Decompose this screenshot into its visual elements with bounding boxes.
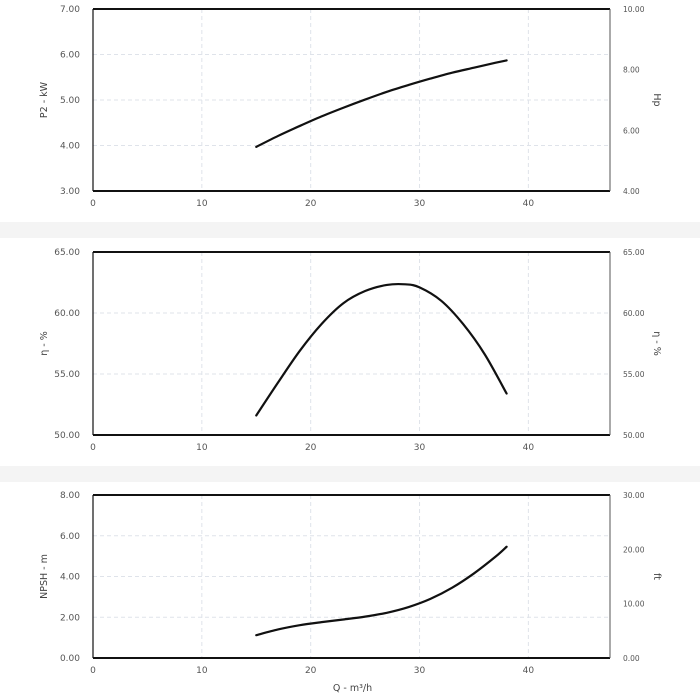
y-tick-label: 2.00 xyxy=(60,613,80,623)
x-tick-label: 10 xyxy=(196,666,208,676)
y-tick-label: 0.00 xyxy=(60,654,80,664)
y-tick-label: 7.00 xyxy=(60,5,80,15)
y2-tick-label: 60.00 xyxy=(623,309,645,318)
y-tick-label: 65.00 xyxy=(54,248,80,258)
y-tick-label: 6.00 xyxy=(60,51,80,61)
chart-panel-2: 0 10 20 30 40 50.00 55.00 60.00 65.00 50.00 55.00 6… xyxy=(39,248,662,453)
y2-tick-label: 20.00 xyxy=(623,545,645,554)
x-axis-label: Q - m³/h xyxy=(333,683,372,694)
x-tick-label: 0 xyxy=(90,443,96,453)
y2-axis-label: η - % xyxy=(651,331,662,356)
x-tick-label: 20 xyxy=(305,199,317,209)
x-tick-label: 40 xyxy=(523,199,535,209)
y2-tick-label: 10.00 xyxy=(623,600,645,609)
y-tick-label: 50.00 xyxy=(54,431,80,441)
x-tick-label: 30 xyxy=(414,443,426,453)
y2-axis-label: Hp xyxy=(651,93,662,106)
x-tick-label: 40 xyxy=(523,443,535,453)
x-tick-label: 20 xyxy=(305,666,317,676)
y-tick-label: 8.00 xyxy=(60,491,80,501)
y2-tick-label: 10.00 xyxy=(623,5,645,14)
y-axis-label: NPSH - m xyxy=(39,554,50,599)
x-tick-label: 30 xyxy=(414,199,426,209)
y2-tick-label: 30.00 xyxy=(623,491,645,500)
series-line xyxy=(255,59,508,148)
panel-separator xyxy=(0,222,700,238)
x-tick-label: 30 xyxy=(414,666,426,676)
x-tick-label: 10 xyxy=(196,443,208,453)
y2-axis-label: ft xyxy=(651,573,662,580)
chart-panel-1: 0 10 20 30 40 3.00 4.00 5.00 6.00 7.00 4.00 6.00 8.0… xyxy=(39,5,662,209)
x-tick-label: 10 xyxy=(196,199,208,209)
y-tick-label: 60.00 xyxy=(54,309,80,319)
y-tick-label: 5.00 xyxy=(60,96,80,106)
y-tick-label: 6.00 xyxy=(60,532,80,542)
series-line xyxy=(255,545,508,637)
y-axis-label: η - % xyxy=(39,331,50,356)
y2-tick-label: 50.00 xyxy=(623,431,645,440)
y2-tick-label: 4.00 xyxy=(623,187,640,196)
y2-tick-label: 6.00 xyxy=(623,126,640,135)
x-tick-label: 0 xyxy=(90,199,96,209)
x-tick-label: 20 xyxy=(305,443,317,453)
y2-tick-label: 55.00 xyxy=(623,370,645,379)
y-tick-label: 3.00 xyxy=(60,187,80,197)
x-tick-label: 40 xyxy=(523,666,535,676)
series-line xyxy=(255,282,508,417)
y2-tick-label: 0.00 xyxy=(623,654,640,663)
chart-panel-3: 0 10 20 30 40 0.00 2.00 4.00 6.00 8.00 0.00 10.00 20… xyxy=(39,491,662,694)
y2-tick-label: 8.00 xyxy=(623,66,640,75)
y-tick-label: 55.00 xyxy=(54,370,80,380)
x-tick-label: 0 xyxy=(90,666,96,676)
panel-separator xyxy=(0,466,700,482)
y-axis-label: P2 - kW xyxy=(39,81,50,118)
y-tick-label: 4.00 xyxy=(60,142,80,152)
y2-tick-label: 65.00 xyxy=(623,248,645,257)
y-tick-label: 4.00 xyxy=(60,573,80,583)
